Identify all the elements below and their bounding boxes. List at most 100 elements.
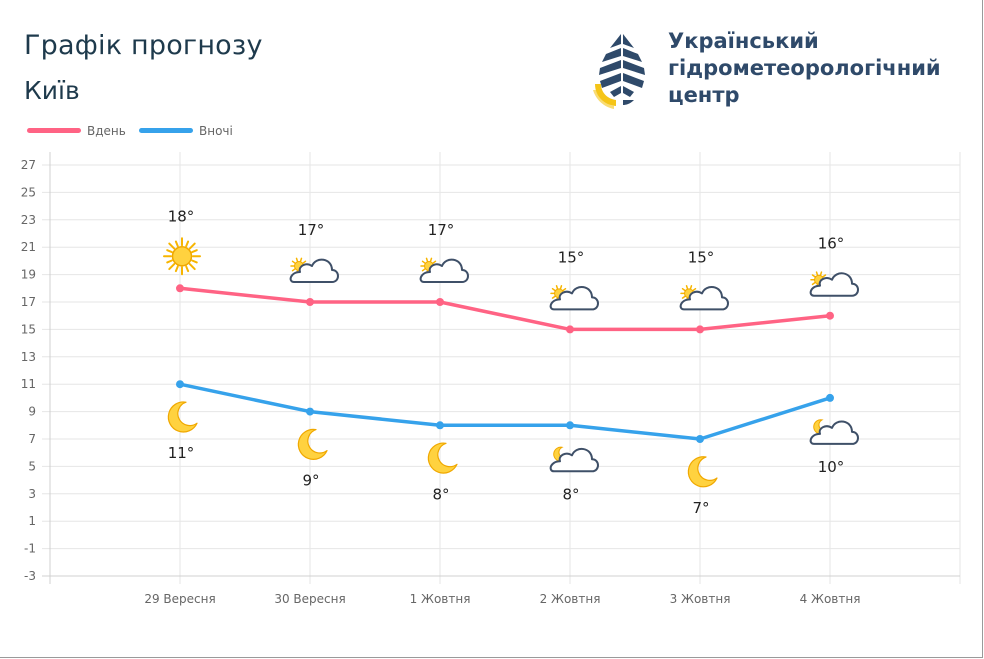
moon-cloud-icon: [549, 446, 599, 473]
partly-cloudy-icon: [549, 285, 599, 311]
moon-shape: [297, 428, 328, 460]
day-temperature-label: 17°: [428, 221, 455, 239]
organization-name-line3: центр: [668, 83, 740, 107]
sun-ray: [689, 285, 693, 290]
cloud-shape: [679, 286, 729, 311]
cloud-shape: [809, 420, 859, 445]
cloud-shape: [809, 272, 859, 297]
x-tick-label: 2 Жовтня: [540, 592, 601, 606]
cloud-shape: [419, 258, 469, 283]
organization-name-line1: Український: [668, 29, 819, 53]
sun-ray: [302, 260, 307, 264]
sun-ray: [421, 268, 426, 272]
x-tick-label: 4 Жовтня: [800, 592, 861, 606]
sun-ray: [811, 274, 816, 278]
moon-shape: [167, 401, 198, 433]
sun-ray: [188, 263, 196, 271]
cloud-shape: [289, 258, 339, 283]
sun-ray: [421, 260, 426, 264]
chart-grid: [42, 152, 961, 584]
partly-cloudy-icon: [679, 285, 729, 311]
sun-ray: [555, 285, 559, 290]
moon-icon: [297, 428, 328, 460]
weather-icons: [163, 237, 859, 488]
day-temperature-label: 16°: [818, 235, 845, 253]
day-temperature-label: 18°: [168, 207, 195, 225]
sun-ray: [429, 257, 433, 262]
night-temperature-label: 11°: [168, 444, 195, 462]
y-tick-label: 19: [21, 268, 36, 282]
sun-ray: [551, 295, 556, 299]
y-tick-label: 13: [21, 350, 36, 364]
sun-ray: [559, 285, 563, 290]
night-data-point: [826, 393, 834, 402]
partly-cloudy-icon: [289, 257, 339, 283]
x-axis-ticks: 29 Вересня 30 Вересня 1 Жовтня 2 Жовтня 3 Жо…: [144, 592, 860, 606]
y-tick-label: 21: [21, 240, 36, 254]
sun-icon: [163, 237, 201, 276]
day-data-point: [826, 311, 834, 320]
y-tick-label: 17: [21, 295, 36, 309]
x-tick-label: 1 Жовтня: [410, 592, 471, 606]
sun-ray: [822, 274, 827, 278]
night-data-point: [566, 421, 574, 430]
sun-ray: [562, 287, 567, 292]
sun-ray: [295, 257, 299, 262]
sun-ray: [185, 240, 190, 248]
sun-ray: [819, 271, 823, 276]
night-temperature-label: 8°: [432, 485, 449, 503]
organization-name: Український гідрометеорологічний центр: [668, 28, 941, 109]
sun-ray: [692, 287, 697, 292]
y-axis-ticks: 27 25 23 21 19 17 15 13 11 9 7 5 3 1 -1 -3: [21, 158, 36, 583]
night-data-point: [436, 421, 444, 430]
moon-icon: [687, 456, 718, 488]
legend-label-day: Вдень: [87, 124, 126, 138]
sun-ray: [191, 259, 198, 264]
x-tick-label: 3 Жовтня: [670, 592, 731, 606]
sun-ray: [188, 242, 196, 250]
moon-cloud-icon: [809, 419, 859, 445]
y-tick-label: 15: [21, 322, 36, 336]
sun-ray: [425, 257, 429, 262]
night-data-point: [306, 407, 314, 416]
sun-ray: [168, 263, 176, 271]
cloud-shape: [549, 286, 599, 311]
y-tick-label: 25: [21, 185, 36, 199]
sun-ray: [185, 265, 190, 273]
partly-cloudy-icon: [809, 271, 859, 297]
chart-series: [176, 284, 834, 443]
night-data-point: [696, 435, 704, 443]
sun-ray: [174, 265, 179, 273]
sun-ray: [432, 260, 437, 264]
sun-ray: [166, 249, 173, 254]
moon-shape: [427, 442, 458, 474]
sun-disc: [171, 246, 193, 267]
y-tick-label: -1: [24, 542, 36, 556]
day-data-point: [696, 325, 704, 334]
night-temperature-label: 9°: [302, 472, 319, 490]
y-tick-label: 23: [21, 213, 36, 227]
y-tick-label: 1: [28, 514, 36, 528]
night-data-point: [176, 380, 184, 389]
sun-ray: [681, 287, 686, 292]
day-data-point: [176, 284, 184, 293]
sun-ray: [168, 242, 176, 250]
sun-ray: [191, 249, 198, 254]
moon-icon: [167, 401, 198, 433]
day-temperature-label: 17°: [298, 221, 325, 239]
legend-swatch-night: [139, 128, 193, 133]
partly-cloudy-icon: [419, 257, 469, 283]
sun-ray: [166, 259, 173, 264]
x-tick-label: 30 Вересня: [274, 592, 345, 606]
day-data-point: [306, 298, 314, 306]
day-data-point: [436, 298, 444, 306]
y-tick-label: 5: [28, 459, 36, 473]
sun-ray: [685, 285, 689, 290]
legend-label-night: Вночі: [199, 124, 233, 138]
y-tick-label: 9: [28, 405, 36, 419]
night-series-line: [179, 382, 831, 441]
day-temperature-label: 15°: [558, 248, 585, 266]
page-title: Графік прогнозу: [24, 30, 263, 61]
night-temperature-label: 10°: [818, 458, 845, 476]
